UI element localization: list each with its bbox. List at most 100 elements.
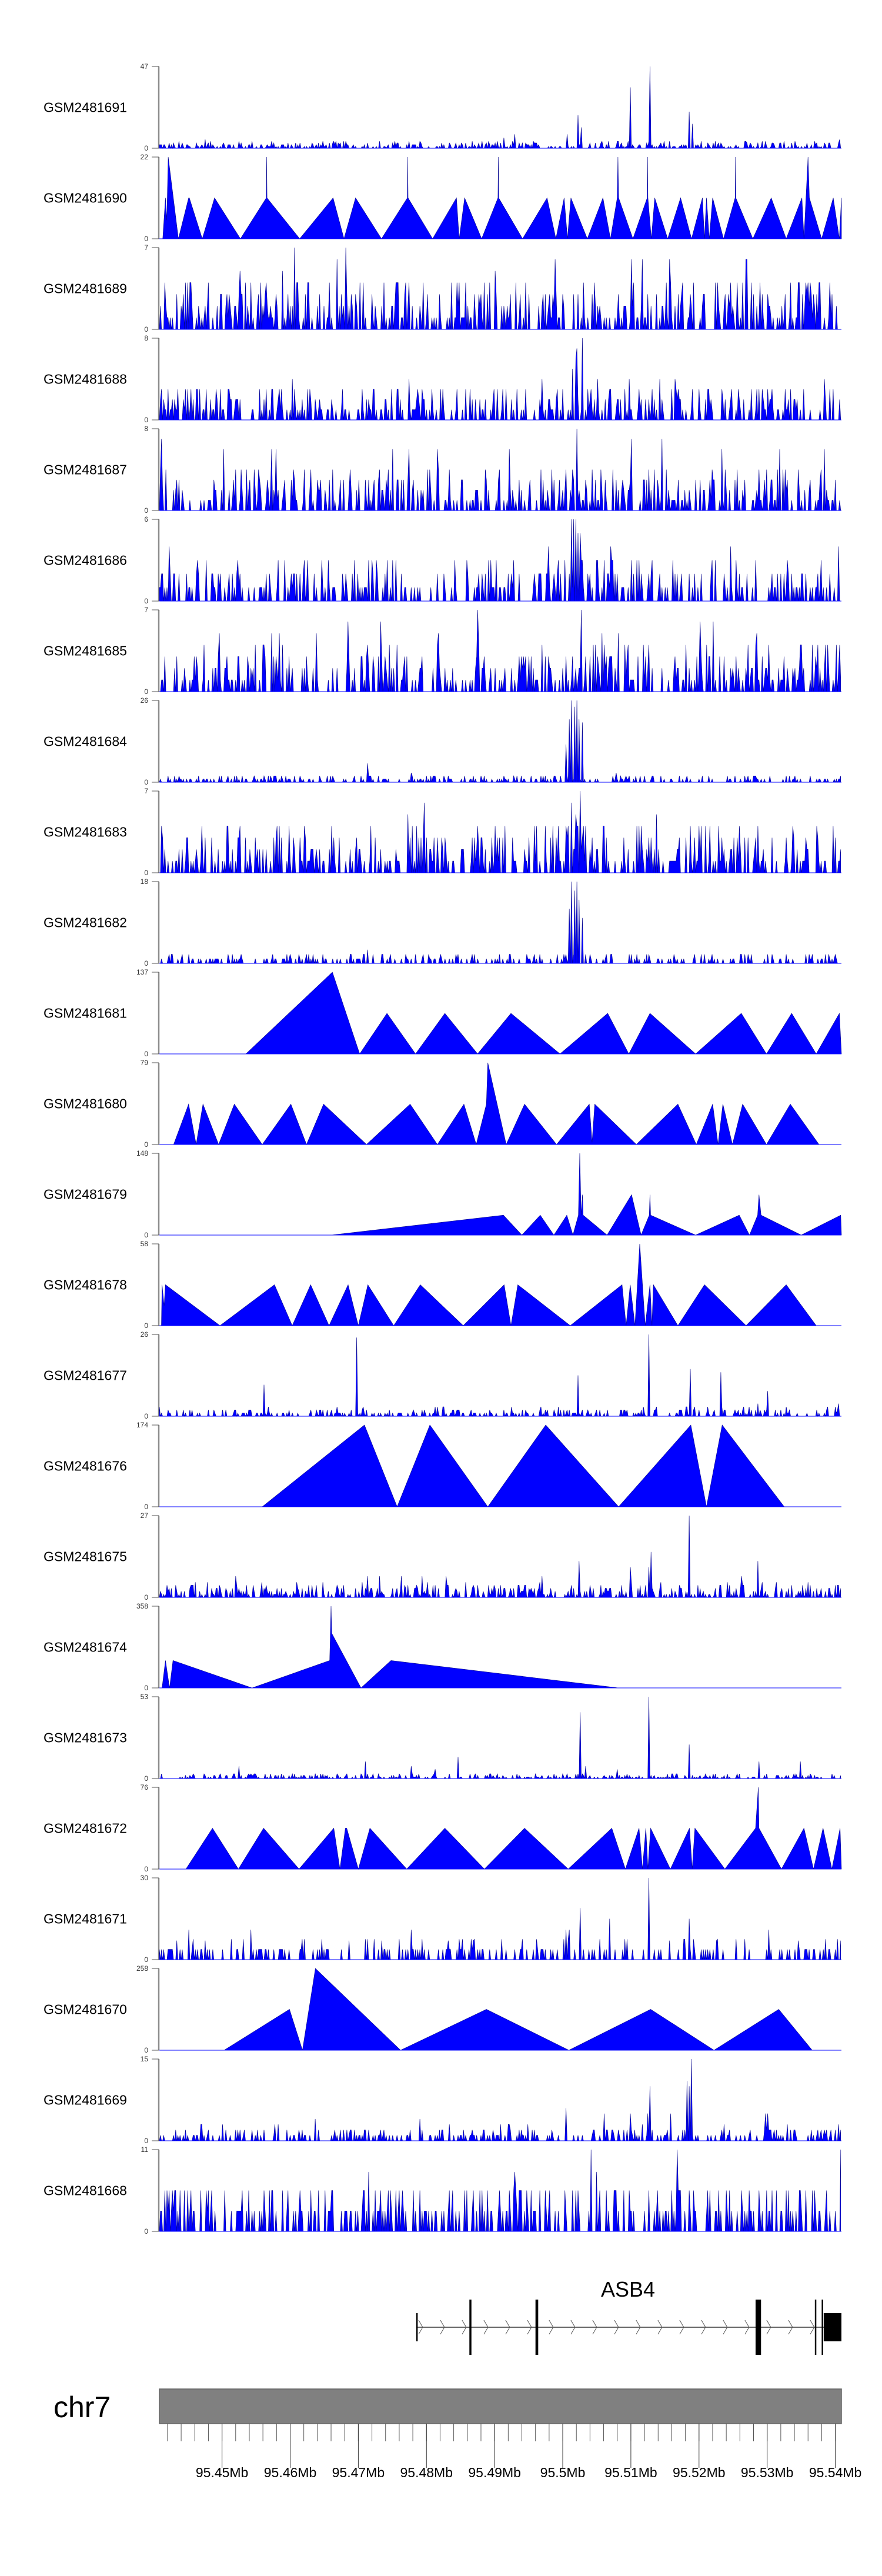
y-axis-min-label: 0: [144, 1865, 148, 1873]
coverage-area: [162, 1606, 619, 1689]
genome-axis: chr7 95.45Mb 95.46Mb 95.47Mb 95.48Mb 95.49Mb…: [54, 2388, 861, 2480]
track-GSM2481687: GSM2481687 8 0: [44, 425, 841, 515]
strand-arrow-icon: [527, 2320, 532, 2335]
coverage-area: [262, 1424, 785, 1507]
track-GSM2481688: GSM2481688 8 0: [44, 334, 841, 424]
y-axis-min-label: 0: [144, 325, 148, 333]
track-GSM2481682: GSM2481682 18 0: [44, 877, 841, 967]
coverage-area: [159, 1334, 841, 1417]
coverage-area: [159, 519, 841, 602]
track-GSM2481675: GSM2481675 27 0: [44, 1511, 841, 1601]
strand-arrow-icon: [657, 2320, 663, 2335]
track-name-label: GSM2481688: [44, 372, 127, 387]
x-tick-label: 95.46Mb: [264, 2465, 317, 2480]
track-GSM2481683: GSM2481683 7 0: [44, 787, 841, 877]
y-axis-min-label: 0: [144, 959, 148, 967]
x-tick-label: 95.53Mb: [741, 2465, 794, 2480]
exon: [823, 2313, 841, 2341]
y-axis-min-label: 0: [144, 1050, 148, 1058]
strand-arrow-icon: [570, 2320, 576, 2335]
track-name-label: GSM2481680: [44, 1096, 127, 1112]
strand-arrow-icon: [505, 2320, 510, 2335]
gene-label: ASB4: [601, 2277, 655, 2301]
y-axis-max-label: 148: [136, 1149, 148, 1157]
x-tick-label: 95.45Mb: [196, 2465, 249, 2480]
x-tick-label: 95.47Mb: [332, 2465, 385, 2480]
track-GSM2481669: GSM2481669 15 0: [44, 2055, 841, 2145]
strand-arrow-icon: [483, 2320, 489, 2335]
track-GSM2481691: GSM2481691 47 0: [44, 62, 841, 152]
track-name-label: GSM2481678: [44, 1277, 127, 1293]
y-axis-max-label: 7: [144, 787, 148, 795]
y-axis-max-label: 27: [141, 1511, 149, 1520]
coverage-area: [162, 156, 842, 240]
y-axis-min-label: 0: [144, 1684, 148, 1692]
y-axis-max-label: 58: [141, 1240, 149, 1248]
track-name-label: GSM2481677: [44, 1368, 127, 1383]
y-axis-max-label: 15: [141, 2055, 149, 2063]
coverage-area: [173, 1062, 820, 1146]
strand-arrow-icon: [592, 2320, 597, 2335]
gene-model: [416, 2300, 841, 2355]
coverage-area: [223, 1968, 813, 2051]
track-GSM2481671: GSM2481671 30 0: [44, 1874, 841, 1964]
exon: [755, 2300, 761, 2355]
gene-track: ASB4: [416, 2277, 841, 2355]
track-name-label: GSM2481686: [44, 553, 127, 568]
exon: [469, 2300, 472, 2355]
y-axis-max-label: 358: [136, 1602, 148, 1610]
track-name-label: GSM2481681: [44, 1006, 127, 1021]
y-axis-max-label: 47: [141, 62, 149, 71]
y-axis-max-label: 174: [136, 1421, 148, 1429]
y-axis-max-label: 22: [141, 153, 149, 161]
y-axis-max-label: 30: [141, 1874, 149, 1882]
chromosome-ideogram-bar: [159, 2388, 842, 2424]
track-GSM2481681: GSM2481681 137 0: [44, 968, 842, 1058]
y-axis-min-label: 0: [144, 869, 148, 877]
coverage-area: [159, 1877, 841, 1960]
coverage-area: [159, 609, 841, 692]
y-axis-max-label: 137: [136, 968, 148, 976]
strand-arrow-icon: [766, 2320, 771, 2335]
coverage-area: [245, 972, 842, 1055]
strand-arrow-icon: [810, 2320, 815, 2335]
y-axis-min-label: 0: [144, 1956, 148, 1964]
coverage-area: [159, 881, 841, 964]
coverage-area: [159, 2149, 841, 2232]
track-name-label: GSM2481690: [44, 191, 127, 206]
y-axis-min-label: 0: [144, 2137, 148, 2145]
coverage-area: [159, 700, 841, 783]
y-axis-max-label: 11: [141, 2145, 149, 2154]
x-axis-ticks: 95.45Mb 95.46Mb 95.47Mb 95.48Mb 95.49Mb 95.5M…: [167, 2424, 861, 2480]
y-axis-min-label: 0: [144, 144, 148, 152]
track-GSM2481685: GSM2481685 7 0: [44, 606, 841, 696]
track-name-label: GSM2481685: [44, 643, 127, 659]
track-name-label: GSM2481683: [44, 825, 127, 840]
track-name-label: GSM2481684: [44, 734, 127, 749]
coverage-area: [159, 1515, 841, 1599]
y-axis-min-label: 0: [144, 1322, 148, 1330]
y-axis-max-label: 26: [141, 696, 149, 705]
track-name-label: GSM2481687: [44, 462, 127, 478]
coverage-area: [159, 428, 841, 511]
track-GSM2481676: GSM2481676 174 0: [44, 1421, 841, 1511]
track-name-label: GSM2481673: [44, 1730, 127, 1746]
x-tick-label: 95.49Mb: [468, 2465, 521, 2480]
x-tick-label: 95.5Mb: [540, 2465, 586, 2480]
y-axis-max-label: 8: [144, 334, 148, 342]
track-GSM2481689: GSM2481689 7 0: [44, 243, 841, 333]
y-axis-min-label: 0: [144, 1503, 148, 1511]
y-axis-min-label: 0: [144, 597, 148, 605]
coverage-area: [159, 247, 841, 330]
y-axis-max-label: 258: [136, 1964, 148, 1973]
y-axis-min-label: 0: [144, 2227, 148, 2235]
y-axis-min-label: 0: [144, 235, 148, 243]
y-axis-min-label: 0: [144, 506, 148, 515]
track-name-label: GSM2481668: [44, 2183, 127, 2198]
y-axis-min-label: 0: [144, 1774, 148, 1783]
y-axis-max-label: 79: [141, 1059, 149, 1067]
track-name-label: GSM2481689: [44, 281, 127, 296]
strand-arrow-icon: [636, 2320, 641, 2335]
y-axis-max-label: 18: [141, 877, 149, 886]
